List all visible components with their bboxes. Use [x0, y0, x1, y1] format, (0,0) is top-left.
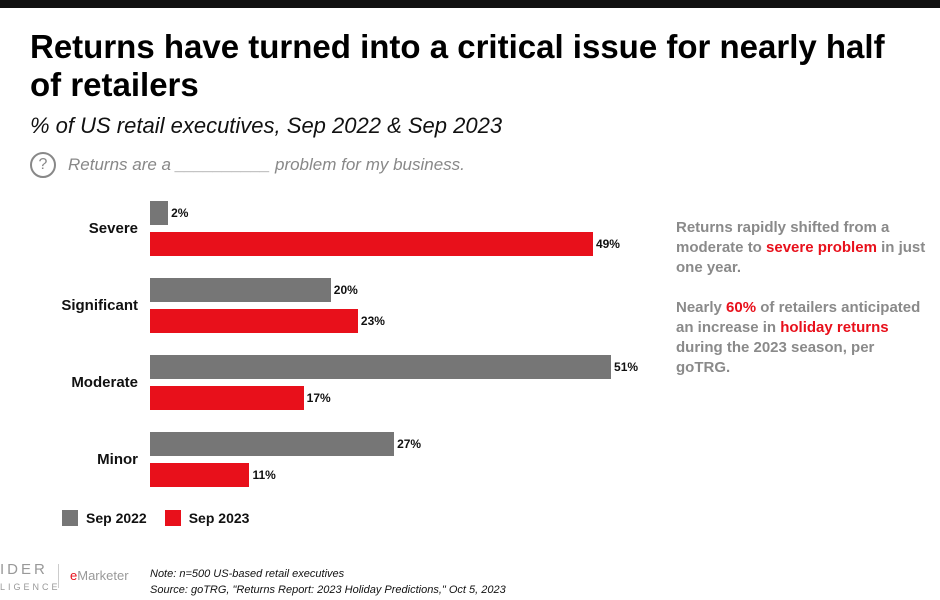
category-label: Severe: [88, 220, 138, 237]
legend-swatch-2023: [164, 510, 181, 526]
text: in just one year.: [676, 239, 926, 276]
note: Note: n=500 US-based retail executives: [150, 568, 345, 580]
data-label: 23%: [360, 314, 385, 328]
bar-minor-2023: [150, 463, 250, 487]
category-label: Moderate: [71, 374, 138, 391]
highlight: 60%: [726, 299, 757, 316]
data-label: 51%: [614, 360, 639, 374]
bar-severe-2023: [150, 232, 593, 256]
chart-subtitle: % of US retail executives, Sep 2022 & Se…: [30, 113, 503, 138]
bar-significant-2023: [150, 309, 358, 333]
logo-text: IDER: [0, 561, 48, 578]
sidebar-commentary: Returns rapidly shifted from a moderate …: [676, 218, 926, 378]
source: Source: goTRG, "Returns Report: 2023 Hol…: [150, 584, 506, 596]
text: during the 2023 season, per goTRG.: [676, 339, 875, 376]
legend: Sep 2022 Sep 2023: [62, 510, 249, 526]
highlight: holiday returns: [780, 319, 889, 336]
legend-swatch-2022: [62, 510, 78, 526]
data-label: 11%: [252, 468, 276, 482]
category-label: Minor: [97, 451, 138, 468]
insider-intelligence-logo: IDER LIGENCE: [0, 562, 61, 595]
bar-moderate-2022: [150, 355, 612, 379]
text: Returns rapidly shifted from a moderate …: [676, 219, 890, 256]
emarketer-logo: eMarketer: [70, 568, 129, 583]
logo-text: LIGENCE: [0, 582, 61, 592]
logo-text: Marketer: [77, 568, 129, 583]
legend-label-2022: Sep 2022: [86, 510, 147, 526]
survey-question: ? Returns are a __________ problem for my…: [30, 152, 465, 178]
text: Nearly: [676, 299, 727, 316]
logo-divider: [58, 564, 59, 588]
bar-significant-2022: [150, 278, 331, 302]
commentary-p2: Nearly 60% of retailers anticipated an i…: [676, 298, 926, 378]
data-label: 17%: [306, 391, 331, 405]
category-label: Significant: [61, 297, 138, 314]
chart-title: Returns have turned into a critical issu…: [30, 28, 885, 103]
bar-minor-2022: [150, 432, 395, 456]
highlight: severe problem: [766, 239, 877, 256]
data-label: 49%: [595, 237, 620, 251]
legend-label-2023: Sep 2023: [188, 510, 250, 526]
data-label: 27%: [397, 437, 422, 451]
footnote: Note: n=500 US-based retail executives So…: [150, 566, 506, 598]
data-label: 2%: [171, 206, 189, 220]
commentary-p1: Returns rapidly shifted from a moderate …: [676, 218, 926, 278]
text: of retailers anticipated an increase in: [676, 299, 921, 336]
question-circle-icon: ?: [30, 152, 56, 178]
logo-text: e: [70, 568, 78, 583]
bar-moderate-2023: [150, 386, 304, 410]
question-text: Returns are a __________ problem for my …: [68, 155, 465, 174]
bar-severe-2022: [150, 201, 169, 225]
top-bar: [0, 0, 940, 8]
data-label: 20%: [333, 283, 358, 297]
